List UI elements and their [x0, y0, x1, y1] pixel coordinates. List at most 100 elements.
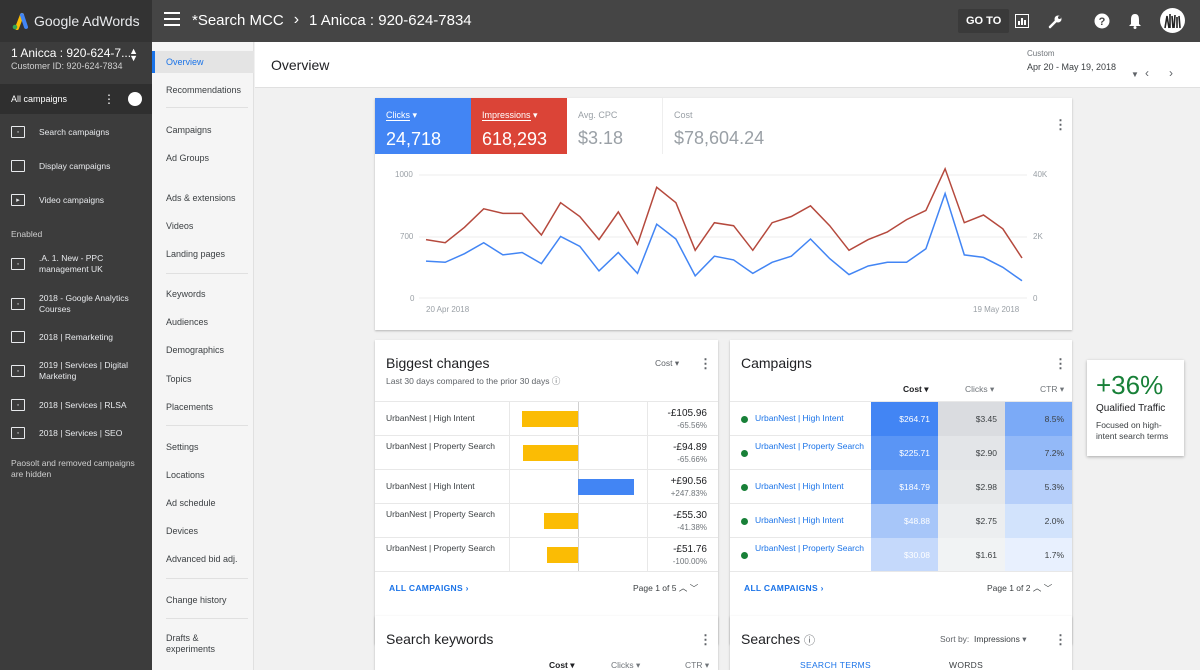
sidebar-item-campaign[interactable]: 2018 | Remarketing — [0, 323, 152, 351]
status-enabled-icon — [741, 484, 748, 491]
sidebar-item-campaign[interactable]: ◦ 2018 | Services | RLSA — [0, 391, 152, 419]
nav-item-settings[interactable]: Settings — [166, 442, 199, 452]
add-campaign-icon[interactable] — [128, 92, 142, 106]
tab-search-terms[interactable]: SEARCH TERMS — [800, 660, 871, 670]
nav-item-ads-extensions[interactable]: Ads & extensions — [166, 193, 236, 203]
chevron-up-icon[interactable]: ︿ — [1032, 583, 1042, 593]
wrench-icon[interactable] — [1045, 11, 1065, 31]
sort-value: Impressions — [974, 634, 1020, 644]
campaign-link[interactable]: UrbanNest | High Intent — [755, 515, 844, 525]
bar-column-divider — [509, 402, 510, 572]
metric-tab-cost[interactable]: Cost $78,604.24 — [663, 98, 783, 154]
column-header-cost[interactable]: Cost ▾ — [549, 660, 575, 670]
y-axis-right-tick: 40K — [1033, 170, 1048, 179]
nav-item-audiences[interactable]: Audiences — [166, 317, 209, 327]
sort-dropdown[interactable]: Sort by: Impressions ▾ — [940, 634, 1027, 645]
more-vert-icon[interactable]: ⋮ — [1054, 117, 1067, 132]
nav-item-placements[interactable]: Placements — [166, 402, 214, 412]
expand-collapse-icon[interactable]: ▲ ▼ — [129, 46, 138, 63]
menu-icon[interactable] — [164, 12, 180, 28]
metric-label: Avg. CPC — [578, 110, 618, 120]
campaign-link[interactable]: UrbanNest | High Intent — [755, 413, 844, 423]
sidebar-item-search-campaigns[interactable]: ◦ Search campaigns — [0, 118, 152, 146]
all-campaigns-link[interactable]: ALL CAMPAIGNS › — [389, 583, 469, 593]
card-title: Search keywords — [386, 631, 494, 647]
sidebar-item-video-campaigns[interactable]: ▸ Video campaigns — [0, 186, 152, 214]
change-bar — [578, 479, 634, 495]
callout-percentage: +36% — [1096, 370, 1164, 400]
nav-item-locations[interactable]: Locations — [166, 470, 205, 480]
more-vert-icon[interactable]: ⋮ — [103, 92, 115, 106]
notifications-bell-icon[interactable] — [1125, 11, 1145, 31]
nav-item-devices[interactable]: Devices — [166, 526, 199, 536]
help-icon[interactable]: ⓘ — [551, 376, 561, 386]
column-header-cost[interactable]: Cost ▾ — [903, 384, 929, 395]
date-range-value: Apr 20 - May 19, 2018 — [1027, 62, 1117, 72]
cost-cell: $48.88 — [871, 504, 938, 538]
metric-tab-impressions[interactable]: Impressions ▾ 618,293 — [471, 98, 567, 154]
more-vert-icon[interactable]: ⋮ — [699, 632, 712, 647]
nav-item-advanced-bid-adj[interactable]: Advanced bid adj. — [166, 554, 238, 564]
sidebar-item-campaign[interactable]: ◦ 2018 | Services | SEO — [0, 419, 152, 447]
chevron-up-icon[interactable]: ︿ — [678, 583, 688, 593]
date-range-picker[interactable]: Custom Apr 20 - May 19, 2018 ▼ — [1027, 49, 1139, 79]
chevron-right-icon: › — [465, 583, 469, 593]
page-nav: Overview Recommendations Campaigns Ad Gr… — [152, 42, 254, 670]
y-axis-left-tick: 700 — [400, 232, 414, 241]
metric-tab-avg-cpc[interactable]: Avg. CPC $3.18 — [567, 98, 663, 154]
change-value: -£94.89 — [673, 442, 707, 453]
nav-item-ad-schedule[interactable]: Ad schedule — [166, 498, 216, 508]
all-campaigns-item[interactable]: All campaigns ⋮ — [0, 84, 152, 114]
nav-divider — [166, 618, 248, 619]
column-header-clicks[interactable]: Clicks ▾ — [611, 660, 640, 670]
metric-dropdown[interactable]: Cost ▾ — [655, 358, 679, 369]
change-value: +£90.56 — [670, 476, 707, 487]
help-icon[interactable]: ⓘ — [804, 635, 816, 647]
caret-down-icon: ▾ — [570, 660, 575, 670]
change-value: -£55.30 — [673, 510, 707, 521]
campaign-name: UrbanNest | Property Search — [386, 509, 495, 519]
goto-button[interactable]: GO TO — [958, 9, 1010, 33]
nav-item-campaigns[interactable]: Campaigns — [166, 125, 212, 135]
breadcrumb-mcc[interactable]: *Search MCC — [192, 11, 284, 29]
metric-tab-clicks[interactable]: Clicks ▾ 24,718 — [375, 98, 471, 154]
nav-item-demographics[interactable]: Demographics — [166, 345, 225, 355]
column-header-ctr[interactable]: CTR ▾ — [685, 660, 709, 670]
chevron-right-icon[interactable]: › — [1169, 66, 1173, 80]
campaign-link[interactable]: UrbanNest | Property Search — [755, 441, 864, 451]
sidebar-item-campaign[interactable]: ◦ .A. 1. New - PPC management UK — [0, 250, 152, 278]
brand-area[interactable]: Google AdWords — [0, 0, 152, 42]
campaign-link[interactable]: UrbanNest | High Intent — [755, 481, 844, 491]
sidebar-item-display-campaigns[interactable]: Display campaigns — [0, 152, 152, 180]
sidebar-item-campaign[interactable]: ◦ 2018 - Google Analytics Courses — [0, 290, 152, 318]
sidebar-item-campaign[interactable]: ◦ 2019 | Services | Digital Marketing — [0, 357, 152, 385]
avatar[interactable] — [1160, 8, 1185, 33]
nav-item-keywords[interactable]: Keywords — [166, 289, 206, 299]
row-divider — [730, 435, 871, 436]
reports-icon[interactable] — [1012, 11, 1032, 31]
nav-item-drafts-experiments[interactable]: Drafts & experiments — [166, 633, 216, 654]
nav-item-topics[interactable]: Topics — [166, 374, 192, 384]
all-campaigns-link[interactable]: ALL CAMPAIGNS › — [744, 583, 824, 593]
nav-item-overview[interactable]: Overview — [152, 51, 254, 73]
more-vert-icon[interactable]: ⋮ — [699, 356, 712, 371]
nav-item-change-history[interactable]: Change history — [166, 595, 227, 605]
column-header-ctr[interactable]: CTR ▾ — [1040, 384, 1064, 395]
nav-item-ad-groups[interactable]: Ad Groups — [166, 153, 210, 163]
status-enabled-icon — [741, 416, 748, 423]
campaign-link[interactable]: UrbanNest | Property Search — [755, 543, 864, 553]
column-header-clicks[interactable]: Clicks ▾ — [965, 384, 994, 395]
help-icon[interactable]: ? — [1092, 11, 1112, 31]
nav-item-videos[interactable]: Videos — [166, 221, 194, 231]
more-vert-icon[interactable]: ⋮ — [1054, 356, 1067, 371]
breadcrumb-account[interactable]: 1 Anicca : 920-624-7834 — [309, 11, 472, 29]
nav-item-recommendations[interactable]: Recommendations — [166, 85, 242, 95]
more-vert-icon[interactable]: ⋮ — [1054, 632, 1067, 647]
chevron-left-icon[interactable]: ‹ — [1145, 66, 1149, 80]
tab-words[interactable]: WORDS — [949, 660, 984, 670]
nav-item-landing-pages[interactable]: Landing pages — [166, 249, 226, 259]
chevron-down-icon[interactable]: ﹀ — [1043, 583, 1053, 593]
metric-value: 24,718 — [386, 129, 442, 149]
chevron-down-icon[interactable]: ﹀ — [689, 583, 699, 593]
account-switcher[interactable]: 1 Anicca : 920-624-7... Customer ID: 920… — [0, 42, 152, 82]
